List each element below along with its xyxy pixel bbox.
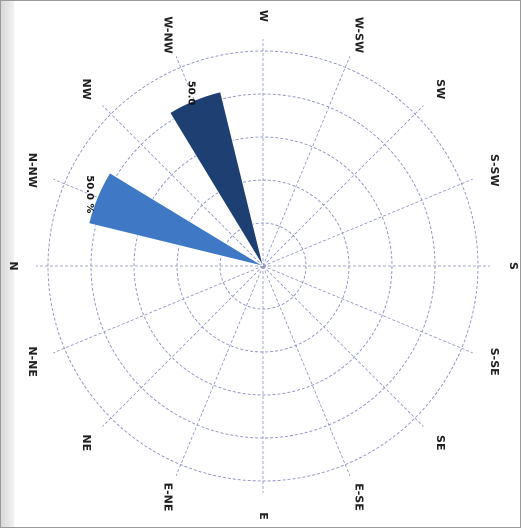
direction-label-n: N [7,261,20,270]
grid-spoke [262,265,473,354]
petal-w-nw [169,91,264,267]
direction-label-nw: NW [80,79,93,100]
direction-label-s-sw: S-SW [488,154,501,187]
direction-label-s: S [507,262,520,270]
value-labels: 50.0 % 50.0 [84,81,196,214]
grid-spoke [262,178,473,267]
direction-label-n-ne: N-NE [26,346,39,377]
direction-label-w: W [257,10,270,22]
grid-spoke [262,56,351,267]
left-edge-strip [1,1,14,527]
grid-spoke [262,105,424,267]
direction-label-sw: SW [434,79,447,99]
grid-ring [133,136,393,396]
wind-petals [88,91,264,267]
direction-label-w-sw: W-SW [353,17,366,53]
grid-spoke [102,105,264,267]
grid-spoke [53,265,264,354]
grid-spoke [262,265,424,427]
direction-label-ne: NE [80,434,93,451]
grid-spoke [262,265,351,476]
direction-label-e-ne: E-NE [161,483,174,512]
direction-label-s-se: S-SE [488,348,501,376]
petal-value-label: 50.0 [185,81,196,106]
grid-spoke [175,265,264,476]
direction-label-se: SE [434,435,447,450]
petal-value-label: 50.0 % [84,175,95,213]
grid-spoke [102,265,264,427]
direction-label-w-nw: W-NW [161,16,174,54]
petal-n-nw [88,172,264,267]
direction-label-e-se: E-SE [353,483,366,511]
direction-label-e: E [257,512,270,520]
direction-labels: N N-NE NE E-NE E E-SE SE S-SE S S-SW SW W-SW W W-NW NW… [7,10,520,520]
direction-label-n-nw: N-NW [26,153,39,188]
